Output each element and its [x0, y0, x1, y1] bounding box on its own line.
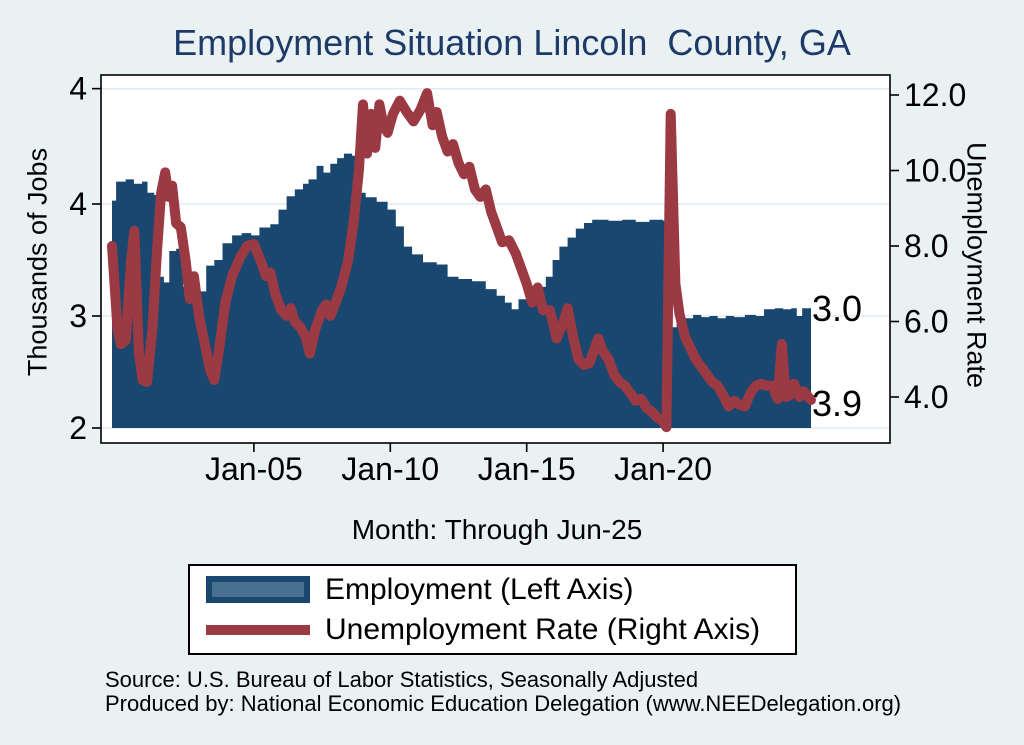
left-tick-label: 4 — [69, 71, 87, 107]
footer-notes: Source: U.S. Bureau of Labor Statistics,… — [105, 668, 901, 716]
right-tick-label: 10.0 — [904, 153, 966, 189]
right-tick-label: 6.0 — [904, 304, 948, 340]
legend-label-unemployment: Unemployment Rate (Right Axis) — [325, 612, 761, 646]
x-tick-label: Jan-10 — [341, 451, 439, 487]
right-tick-label: 4.0 — [904, 379, 948, 415]
right-tick-label: 8.0 — [904, 228, 948, 264]
chart-title: Employment Situation Lincoln County, GA — [173, 22, 851, 63]
legend-row-employment: Employment (Left Axis) — [190, 570, 795, 610]
employment-area-swatch — [206, 576, 310, 603]
left-tick-label: 4 — [69, 186, 87, 222]
x-tick-label: Jan-20 — [614, 451, 712, 487]
right-tick-label: 12.0 — [904, 77, 966, 113]
legend-label-employment: Employment (Left Axis) — [325, 572, 634, 606]
left-tick-label: 3 — [69, 298, 87, 334]
left-tick-label: 2 — [69, 410, 87, 446]
right-axis-title: Unemployment Rate — [961, 141, 992, 389]
unemployment-line-swatch — [206, 624, 310, 635]
source-line: Source: U.S. Bureau of Labor Statistics,… — [105, 667, 699, 692]
unemployment-line-series — [107, 88, 816, 433]
employment-end-value-label: 3.0 — [812, 288, 863, 329]
legend-row-unemployment: Unemployment Rate (Right Axis) — [190, 610, 795, 650]
employment-area-series — [112, 153, 811, 428]
legend-box: Employment (Left Axis) Unemployment Rate… — [188, 564, 797, 655]
plot-border — [100, 74, 891, 444]
x-axis-title: Month: Through Jun-25 — [351, 514, 643, 545]
produced-by-line: Produced by: National Economic Education… — [105, 691, 902, 716]
x-tick-label: Jan-05 — [205, 451, 303, 487]
left-axis-title: Thousands of Jobs — [22, 147, 53, 377]
unemployment-end-value-label: 3.9 — [812, 383, 863, 424]
x-tick-label: Jan-15 — [478, 451, 576, 487]
